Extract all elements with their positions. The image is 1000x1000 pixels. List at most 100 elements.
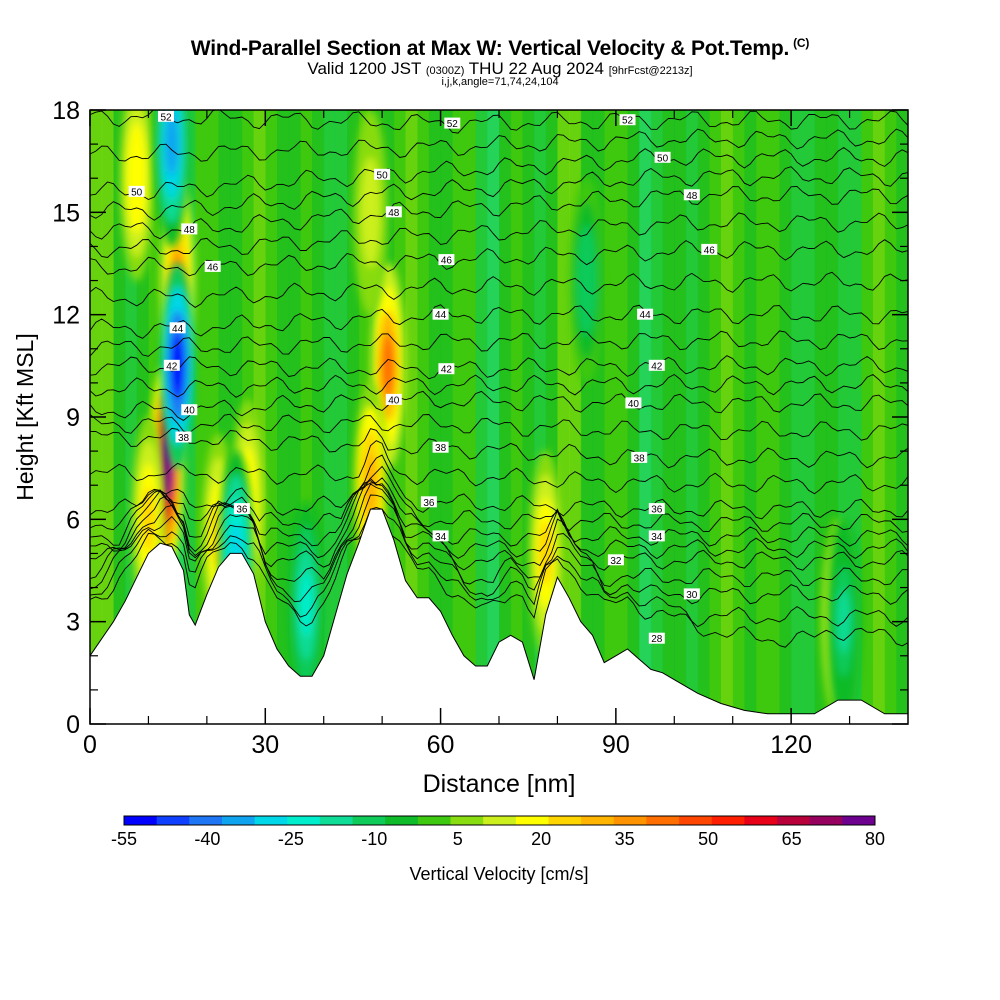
- colorbar-segment: [319, 816, 353, 825]
- field-band: [662, 110, 675, 714]
- theta-label-bg: [648, 359, 665, 371]
- field-band: [791, 110, 804, 714]
- theta-label-bg: [701, 243, 718, 255]
- colorbar-segment: [777, 816, 811, 825]
- theta-label-bg: [625, 397, 642, 409]
- theta-contour-line: [90, 494, 908, 605]
- theta-contour-line: [90, 128, 908, 162]
- theta-label: 52: [444, 117, 461, 130]
- theta-label: 32: [607, 554, 624, 567]
- theta-label-bg: [169, 322, 186, 334]
- y-axis-label: Height [Kft MSL]: [12, 333, 38, 500]
- colorbar-tick-label: 50: [698, 829, 718, 849]
- y-tick-label: 3: [66, 609, 80, 637]
- theta-label-text: 38: [178, 433, 190, 444]
- indices-line: i,j,k,angle=71,74,24,104: [441, 76, 559, 88]
- field-band: [779, 110, 792, 714]
- theta-label-text: 44: [435, 310, 447, 321]
- field-band: [487, 110, 500, 714]
- colorbar-tick-label: 5: [453, 829, 463, 849]
- field-band: [756, 110, 769, 714]
- theta-label-bg: [233, 503, 250, 515]
- theta-label-bg: [631, 451, 648, 463]
- theta-label-text: 50: [131, 187, 143, 198]
- theta-label-bg: [648, 503, 665, 515]
- theta-contour-line: [90, 304, 908, 339]
- theta-label-bg: [432, 530, 449, 542]
- theta-label-text: 42: [651, 361, 663, 372]
- title-text: Wind-Parallel Section at Max W: Vertical…: [190, 37, 790, 60]
- theta-contour-labels: 28 30 32 34 34 36 36 36 38 38 38 40 40 40 42 42 42 44 44 44…: [128, 110, 718, 645]
- theta-label: 38: [175, 431, 192, 444]
- theta-label: 40: [625, 397, 642, 410]
- field-band: [405, 110, 418, 714]
- core-level: [580, 248, 594, 313]
- field-band: [884, 110, 897, 714]
- theta-label-bg: [432, 441, 449, 453]
- colorbar-segment: [613, 816, 647, 825]
- theta-contour-line: [90, 483, 908, 587]
- theta-label-bg: [175, 431, 192, 443]
- y-tick-label: 12: [52, 302, 80, 330]
- theta-label-text: 52: [622, 116, 634, 127]
- field-band: [475, 110, 488, 714]
- theta-label: 38: [631, 451, 648, 464]
- colorbar-segment: [842, 816, 876, 825]
- theta-label-text: 52: [447, 119, 459, 130]
- theta-label-text: 52: [160, 112, 172, 123]
- colorbar-segment: [156, 816, 190, 825]
- colorbar-segment: [809, 816, 843, 825]
- theta-label-text: 40: [388, 395, 400, 406]
- theta-label: 48: [385, 206, 402, 219]
- core-level: [130, 146, 144, 210]
- downdraft-core: [569, 177, 604, 384]
- colorbar-segment: [189, 816, 223, 825]
- field-band: [499, 110, 512, 714]
- theta-label-bg: [683, 189, 700, 201]
- theta-label-text: 42: [441, 365, 453, 376]
- theta-label: 52: [158, 110, 174, 123]
- theta-label-bg: [637, 308, 654, 320]
- theta-label: 44: [432, 308, 449, 321]
- theta-label-bg: [163, 359, 180, 371]
- theta-label: 38: [432, 441, 449, 454]
- core-level: [299, 572, 313, 637]
- colorbar-frame: [123, 815, 876, 826]
- theta-contour-line: [90, 477, 908, 547]
- core-level: [364, 180, 377, 245]
- theta-label: 48: [683, 189, 700, 202]
- field-band: [113, 110, 126, 714]
- core-level: [539, 521, 553, 586]
- theta-label-bg: [432, 308, 449, 320]
- colorbar: -55 -40 -25 -10 5 20 35 50 65 80: [111, 815, 885, 849]
- field-band: [802, 110, 816, 714]
- colorbar-label: Vertical Velocity [cm/s]: [409, 864, 588, 884]
- colorbar-segment: [124, 816, 158, 825]
- theta-label: 36: [420, 496, 437, 509]
- theta-label: 42: [648, 359, 665, 372]
- field-band: [335, 110, 348, 714]
- colorbar-tick-label: -25: [278, 829, 304, 849]
- theta-label: 50: [128, 185, 145, 198]
- theta-contour-line: [90, 413, 908, 441]
- theta-contour-line: [90, 166, 908, 221]
- core-level: [165, 112, 179, 176]
- theta-contour-line: [90, 465, 908, 533]
- theta-label-text: 28: [651, 634, 663, 645]
- field-band: [627, 110, 640, 714]
- theta-label-bg: [385, 393, 402, 405]
- theta-label-text: 40: [184, 406, 196, 417]
- field-band: [463, 110, 477, 714]
- theta-label: 46: [204, 260, 221, 273]
- theta-label-text: 46: [704, 245, 716, 256]
- plot-area: 28 30 32 34 34 36 36 36 38 38 38 40 40 40 42 42 42 44 44 44…: [90, 110, 908, 724]
- theta-contour-line: [90, 146, 908, 201]
- theta-label-bg: [385, 206, 402, 218]
- colorbar-segment: [744, 816, 778, 825]
- field-band: [732, 110, 745, 714]
- theta-contour-line: [90, 477, 908, 571]
- x-tick-label: 90: [602, 731, 630, 759]
- theta-contour-line: [90, 454, 908, 520]
- field-band: [744, 110, 757, 714]
